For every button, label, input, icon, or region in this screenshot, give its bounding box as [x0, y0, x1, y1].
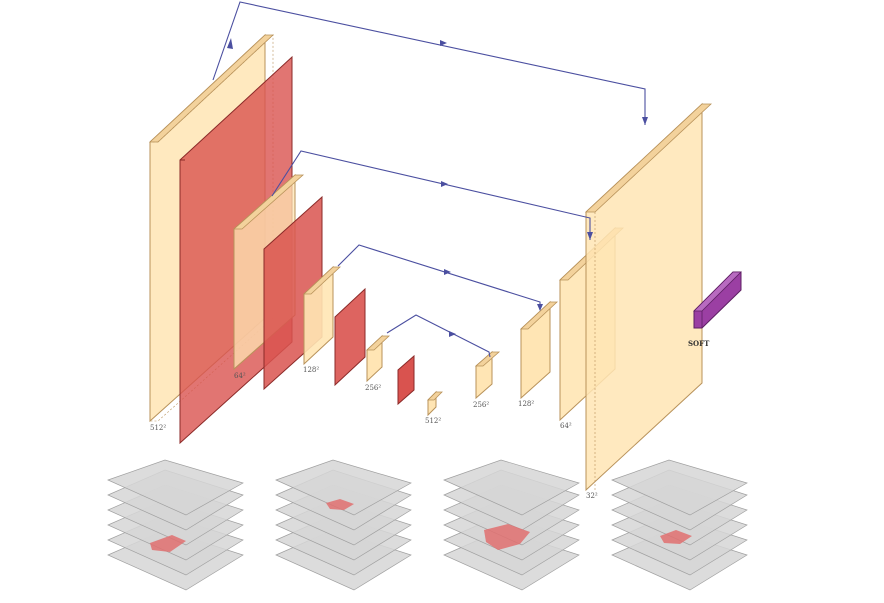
decoder-label-3: 64²: [560, 422, 572, 430]
encoder-block-4: 256²: [365, 334, 415, 406]
decoder-block-2: 128²: [518, 300, 559, 408]
encoder-block-3: 128²: [302, 265, 366, 387]
pool-layer-4: [397, 354, 415, 406]
bottleneck-block: 512²: [425, 390, 443, 425]
segmentation-overlay: [660, 530, 692, 544]
slice-stack-4: [611, 459, 748, 591]
slice-stack-1: [107, 459, 244, 591]
skip-connection-1: [212, 1, 648, 125]
decoder-label-2: 128²: [518, 400, 534, 408]
skip-connection-4: [386, 314, 491, 358]
encoder-label-3: 128²: [303, 366, 319, 374]
softmax-block: SOFT: [688, 271, 742, 348]
segmentation-overlay: [326, 499, 354, 510]
slice-stack-2: [275, 459, 412, 591]
pool-layer-3: [334, 287, 366, 387]
decoder-label-4: 32²: [586, 492, 598, 500]
encoder-label-2: 64²: [234, 372, 246, 380]
segmentation-overlay: [484, 524, 530, 550]
encoder-label-1: 512²: [150, 424, 166, 432]
decoder-block-4: 32²: [584, 102, 713, 500]
segmentation-overlay: [150, 535, 186, 552]
encoder-label-4: 256²: [365, 384, 381, 392]
softmax-label: SOFT: [688, 339, 710, 348]
decoder-label-1: 256²: [473, 401, 489, 409]
decoder-block-1: 256²: [473, 350, 501, 409]
skip-connection-3: [337, 244, 543, 311]
skip-connection-2: [271, 150, 593, 240]
slice-stack-3: [443, 459, 580, 591]
bottleneck-label: 512²: [425, 417, 441, 425]
